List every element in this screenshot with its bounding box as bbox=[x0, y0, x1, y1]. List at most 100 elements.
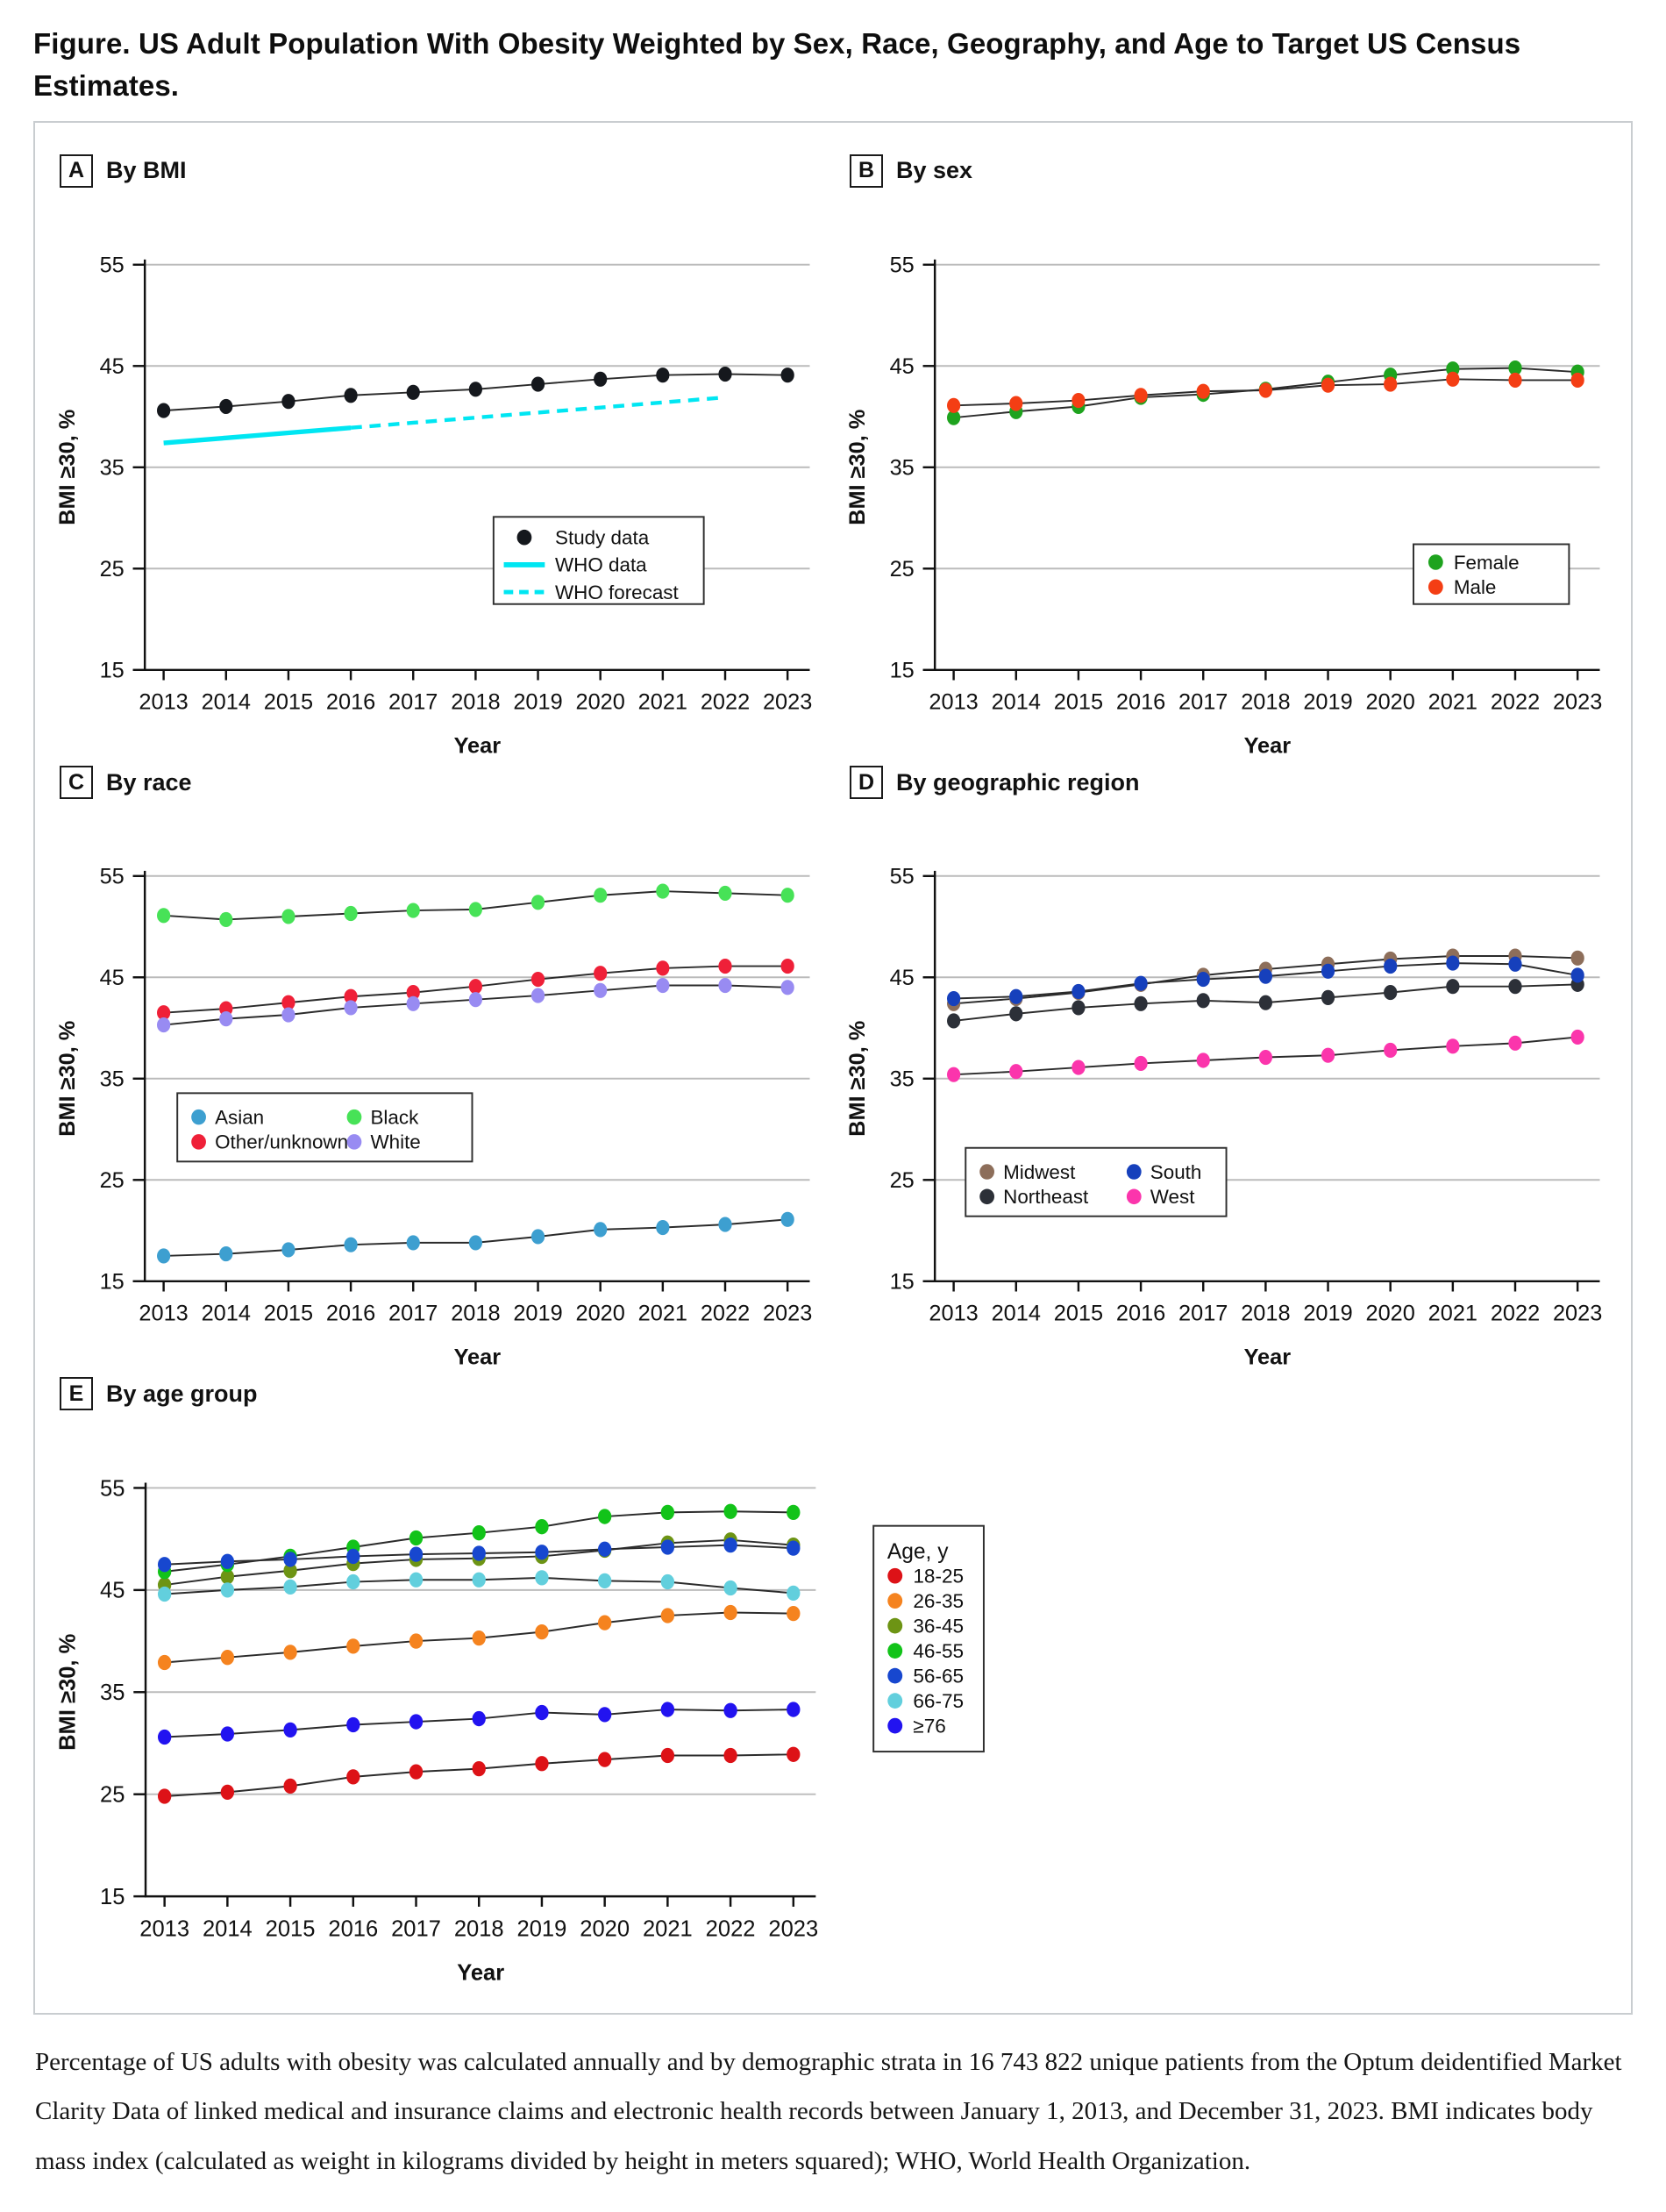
panel-b-head: B By sex bbox=[850, 153, 1617, 188]
svg-text:≥76: ≥76 bbox=[913, 1716, 946, 1737]
svg-text:2016: 2016 bbox=[1116, 689, 1165, 714]
panel-b: B By sex 15 25 35 45 55 2013 2014 2015 2016 2017 2… bbox=[839, 149, 1617, 753]
panel-c-head: C By race bbox=[60, 766, 827, 799]
panel-d-label-chip: D bbox=[850, 766, 883, 799]
figure-title: Figure. US Adult Population With Obesity… bbox=[33, 27, 1521, 102]
svg-text:18-25: 18-25 bbox=[913, 1566, 964, 1588]
svg-text:2022: 2022 bbox=[706, 1917, 756, 1942]
svg-text:2016: 2016 bbox=[326, 689, 375, 714]
panel-c-title: By race bbox=[106, 768, 192, 796]
panel-b-label-chip: B bbox=[850, 153, 883, 188]
svg-text:55: 55 bbox=[100, 253, 125, 277]
svg-text:15: 15 bbox=[100, 658, 125, 682]
panel-b-title: By sex bbox=[896, 157, 973, 184]
svg-text:2018: 2018 bbox=[1241, 1302, 1290, 1326]
panel-d-title: By geographic region bbox=[896, 768, 1140, 796]
svg-text:56-65: 56-65 bbox=[913, 1666, 964, 1688]
svg-text:Black: Black bbox=[370, 1106, 419, 1128]
svg-text:2017: 2017 bbox=[388, 1302, 438, 1326]
svg-text:Northeast: Northeast bbox=[1003, 1186, 1089, 1208]
svg-text:2020: 2020 bbox=[576, 1302, 625, 1326]
panel-a-chart: 15 25 35 45 55 2013 2014 2015 2016 2017 2018 2019 20… bbox=[55, 253, 812, 753]
svg-text:2016: 2016 bbox=[326, 1302, 375, 1326]
svg-text:Female: Female bbox=[1454, 551, 1520, 573]
svg-text:2016: 2016 bbox=[1116, 1302, 1165, 1326]
svg-text:2020: 2020 bbox=[1366, 689, 1415, 714]
svg-text:2014: 2014 bbox=[203, 1917, 253, 1942]
svg-text:2017: 2017 bbox=[1178, 1302, 1228, 1326]
panel-e-head: E By age group bbox=[60, 1377, 1617, 1411]
panel-a-head: A By BMI bbox=[60, 153, 827, 188]
svg-text:2018: 2018 bbox=[1241, 689, 1290, 714]
svg-text:25: 25 bbox=[890, 557, 915, 582]
svg-text:South: South bbox=[1150, 1161, 1202, 1183]
svg-text:2021: 2021 bbox=[638, 1302, 687, 1326]
svg-text:2021: 2021 bbox=[1428, 1302, 1477, 1326]
svg-text:2013: 2013 bbox=[929, 689, 978, 714]
svg-text:White: White bbox=[370, 1131, 420, 1153]
panel-b-chart: 15 25 35 45 55 2013 2014 2015 2016 2017 2018 2019 20… bbox=[845, 253, 1602, 753]
panel-c-label-chip: C bbox=[60, 766, 93, 799]
svg-text:2014: 2014 bbox=[992, 1302, 1041, 1326]
svg-text:2021: 2021 bbox=[638, 689, 687, 714]
svg-text:26-35: 26-35 bbox=[913, 1590, 964, 1612]
panel-a: A By BMI 15 25 35 45 55 2013 2014 2015 2016 2017 2… bbox=[49, 149, 827, 753]
svg-text:2022: 2022 bbox=[1491, 689, 1540, 714]
svg-text:2020: 2020 bbox=[576, 689, 625, 714]
svg-text:2023: 2023 bbox=[1553, 689, 1602, 714]
svg-text:BMI ≥30, %: BMI ≥30, % bbox=[845, 1021, 870, 1137]
svg-text:2019: 2019 bbox=[1303, 689, 1352, 714]
svg-text:West: West bbox=[1150, 1186, 1195, 1208]
svg-text:55: 55 bbox=[100, 865, 125, 889]
svg-text:15: 15 bbox=[100, 1885, 125, 1909]
svg-text:35: 35 bbox=[890, 1067, 915, 1092]
svg-text:55: 55 bbox=[890, 865, 915, 889]
svg-text:25: 25 bbox=[100, 1168, 125, 1193]
svg-text:BMI ≥30, %: BMI ≥30, % bbox=[845, 409, 870, 524]
svg-text:2022: 2022 bbox=[701, 1302, 750, 1326]
panel-e-title: By age group bbox=[106, 1380, 258, 1407]
panel-d-chart: 15 25 35 45 55 2013 2014 2015 2016 2017 2018 2019 20… bbox=[845, 865, 1602, 1366]
svg-text:Year: Year bbox=[454, 733, 502, 753]
svg-text:2017: 2017 bbox=[391, 1917, 441, 1942]
svg-text:36-45: 36-45 bbox=[913, 1616, 964, 1638]
svg-text:2016: 2016 bbox=[328, 1917, 378, 1942]
svg-text:2015: 2015 bbox=[266, 1917, 316, 1942]
svg-text:35: 35 bbox=[100, 1067, 125, 1092]
svg-text:2018: 2018 bbox=[451, 689, 500, 714]
svg-text:WHO data: WHO data bbox=[555, 553, 647, 575]
svg-text:Age, y: Age, y bbox=[887, 1540, 949, 1564]
svg-text:2021: 2021 bbox=[1428, 689, 1477, 714]
svg-text:2015: 2015 bbox=[264, 1302, 313, 1326]
panel-a-title: By BMI bbox=[106, 157, 187, 184]
svg-text:2022: 2022 bbox=[701, 689, 750, 714]
svg-text:15: 15 bbox=[100, 1270, 125, 1295]
svg-text:2023: 2023 bbox=[768, 1917, 818, 1942]
panel-c: C By race 15 25 35 45 55 2013 2014 2015 2016 2017… bbox=[49, 760, 827, 1365]
svg-text:2019: 2019 bbox=[513, 689, 562, 714]
svg-text:35: 35 bbox=[890, 455, 915, 480]
svg-text:45: 45 bbox=[100, 354, 125, 379]
svg-text:Study data: Study data bbox=[555, 526, 650, 548]
panel-e-label-chip: E bbox=[60, 1377, 93, 1411]
svg-text:2023: 2023 bbox=[763, 1302, 812, 1326]
svg-text:35: 35 bbox=[100, 1680, 125, 1705]
svg-text:46-55: 46-55 bbox=[913, 1640, 964, 1662]
svg-text:2018: 2018 bbox=[451, 1302, 500, 1326]
svg-text:45: 45 bbox=[100, 966, 125, 990]
svg-text:25: 25 bbox=[100, 1783, 125, 1808]
svg-text:2019: 2019 bbox=[1303, 1302, 1352, 1326]
svg-text:55: 55 bbox=[100, 1477, 125, 1502]
svg-text:2015: 2015 bbox=[264, 689, 313, 714]
svg-text:BMI ≥30, %: BMI ≥30, % bbox=[55, 409, 80, 524]
svg-text:2017: 2017 bbox=[388, 689, 438, 714]
panel-e-chart: 15 25 35 45 55 2013 2014 2015 2016 2017 2018 2019 20… bbox=[55, 1477, 985, 1981]
svg-text:Other/unknown: Other/unknown bbox=[215, 1131, 348, 1153]
svg-text:Asian: Asian bbox=[215, 1106, 264, 1128]
svg-text:BMI ≥30, %: BMI ≥30, % bbox=[55, 1634, 80, 1751]
svg-text:2023: 2023 bbox=[1553, 1302, 1602, 1326]
svg-text:2019: 2019 bbox=[517, 1917, 567, 1942]
svg-text:25: 25 bbox=[100, 557, 125, 582]
svg-text:Year: Year bbox=[1244, 1345, 1292, 1365]
